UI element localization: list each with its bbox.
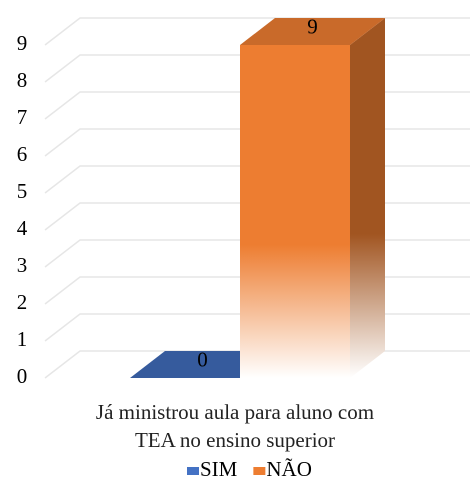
legend-swatch <box>187 467 199 475</box>
bar-top <box>130 351 275 378</box>
value-label: 9 <box>307 14 318 38</box>
value-label: 0 <box>197 347 208 371</box>
legend-label: SIM <box>200 457 238 481</box>
y-tick-label: 6 <box>17 142 28 166</box>
y-tick-label: 9 <box>17 31 28 55</box>
y-tick-label: 1 <box>17 327 28 351</box>
y-tick-label: 5 <box>17 179 28 203</box>
y-tick-label: 0 <box>17 364 28 388</box>
bar-top <box>240 18 385 45</box>
y-tick-label: 3 <box>17 253 28 277</box>
y-tick-label: 7 <box>17 105 28 129</box>
legend-swatch <box>253 467 266 475</box>
y-tick-label: 8 <box>17 68 28 92</box>
bar-side <box>350 18 385 378</box>
y-tick-label: 2 <box>17 290 28 314</box>
bar-front <box>240 45 350 378</box>
y-tick-label: 4 <box>17 216 28 240</box>
legend-label: NÃO <box>266 457 312 481</box>
category-label: Já ministrou aula para aluno com TEA no … <box>95 400 375 452</box>
